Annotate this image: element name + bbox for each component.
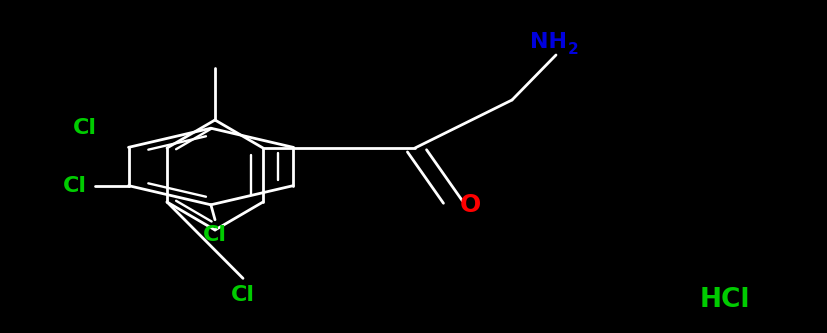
Text: NH: NH — [530, 32, 567, 52]
Text: Cl: Cl — [63, 175, 87, 196]
Text: Cl: Cl — [231, 285, 255, 305]
Text: 2: 2 — [568, 43, 579, 58]
Text: Cl: Cl — [203, 225, 227, 245]
Text: O: O — [459, 193, 480, 217]
Text: Cl: Cl — [73, 118, 97, 138]
Text: HCl: HCl — [700, 287, 750, 313]
